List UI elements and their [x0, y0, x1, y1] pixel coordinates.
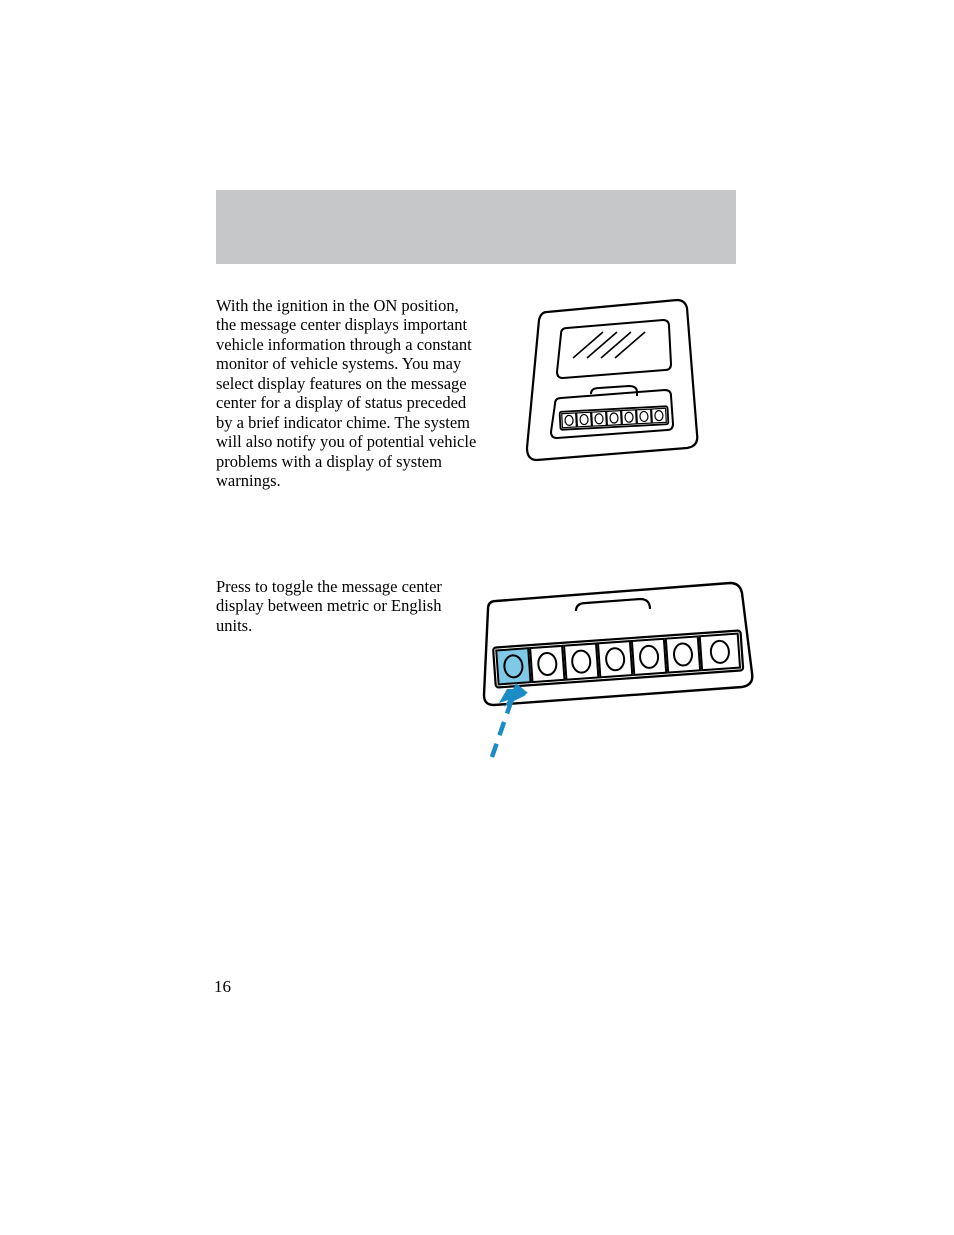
- console-overview-icon: [513, 296, 713, 466]
- page-content: With the ignition in the ON position, th…: [216, 296, 736, 782]
- section-toggle-units: Press to toggle the message center displ…: [216, 577, 736, 782]
- console-overview-figure: [490, 296, 736, 466]
- button-panel-icon: [482, 577, 762, 777]
- header-band: [216, 190, 736, 264]
- page-number: 16: [214, 977, 231, 997]
- paragraph-message-center: With the ignition in the ON position, th…: [216, 296, 490, 491]
- section-message-center: With the ignition in the ON position, th…: [216, 296, 736, 491]
- button-panel-figure: [482, 577, 736, 782]
- paragraph-toggle-units: Press to toggle the message center displ…: [216, 577, 482, 635]
